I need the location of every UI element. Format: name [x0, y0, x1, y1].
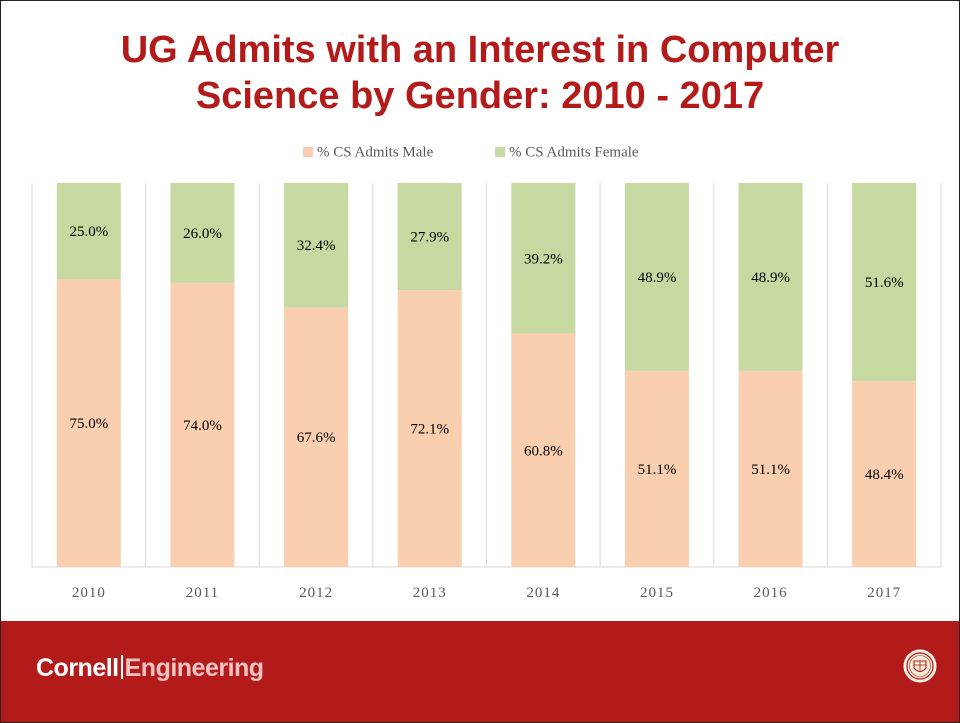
bar-female-2010	[56, 183, 121, 279]
bar-female-2014	[511, 183, 576, 334]
brand-separator	[120, 655, 123, 679]
data-label-female-2010: 25.0%	[69, 224, 108, 240]
data-label-male-2013: 72.1%	[410, 422, 449, 438]
x-tick-label-2016: 2016	[754, 585, 788, 601]
footer-bar: Cornell Engineering	[1, 621, 959, 722]
bar-male-2017	[852, 381, 917, 567]
bar-female-2015	[624, 183, 689, 371]
x-tick-label-2015: 2015	[640, 585, 674, 601]
data-label-female-2017: 51.6%	[865, 275, 904, 291]
cornell-seal-icon	[903, 649, 937, 683]
title-line-1: UG Admits with an Interest in Computer	[120, 29, 840, 71]
data-label-female-2011: 26.0%	[183, 226, 222, 242]
bar-male-2013	[397, 290, 462, 567]
bar-male-2014	[511, 333, 576, 567]
x-tick-label-2014: 2014	[526, 585, 560, 601]
brand-engineering: Engineering	[124, 654, 264, 682]
cornell-engineering-logo: Cornell Engineering	[36, 651, 264, 685]
brand-cornell: Cornell	[36, 654, 119, 682]
bar-male-2015	[624, 370, 689, 567]
data-label-male-2016: 51.1%	[751, 462, 790, 478]
data-label-male-2014: 60.8%	[524, 443, 563, 459]
x-tick-label-2012: 2012	[299, 585, 333, 601]
legend-swatch-female	[495, 147, 505, 157]
data-label-female-2016: 48.9%	[751, 270, 790, 286]
bar-male-2010	[56, 279, 121, 567]
bar-male-2011	[170, 282, 235, 567]
bar-female-2011	[170, 183, 235, 283]
x-tick-label-2010: 2010	[72, 585, 106, 601]
x-tick-label-2017: 2017	[867, 585, 901, 601]
title-line-2: Science by Gender: 2010 - 2017	[195, 75, 765, 117]
bar-female-2017	[852, 183, 917, 382]
data-label-female-2015: 48.9%	[638, 270, 677, 286]
bar-male-2012	[284, 307, 349, 567]
legend-label-female: % CS Admits Female	[509, 145, 639, 161]
data-label-male-2017: 48.4%	[865, 467, 904, 483]
bar-female-2012	[284, 183, 349, 308]
stacked-bar-chart: % CS Admits Male % CS Admits Female 75.0% 2…	[31, 145, 942, 601]
data-label-female-2013: 27.9%	[410, 230, 449, 246]
legend-swatch-male	[303, 147, 313, 157]
x-tick-label-2011: 2011	[186, 585, 219, 601]
x-tick-label-2013: 2013	[413, 585, 447, 601]
bar-female-2013	[397, 183, 462, 291]
bar-male-2016	[738, 370, 803, 567]
data-label-male-2010: 75.0%	[69, 416, 108, 432]
data-label-male-2012: 67.6%	[297, 430, 336, 446]
data-label-female-2014: 39.2%	[524, 251, 563, 267]
legend-label-male: % CS Admits Male	[317, 145, 434, 161]
data-label-female-2012: 32.4%	[297, 238, 336, 254]
data-label-male-2011: 74.0%	[183, 418, 222, 434]
data-label-male-2015: 51.1%	[638, 462, 677, 478]
bar-female-2016	[738, 183, 803, 371]
slide-title: UG Admits with an Interest in Computer S…	[1, 27, 959, 119]
